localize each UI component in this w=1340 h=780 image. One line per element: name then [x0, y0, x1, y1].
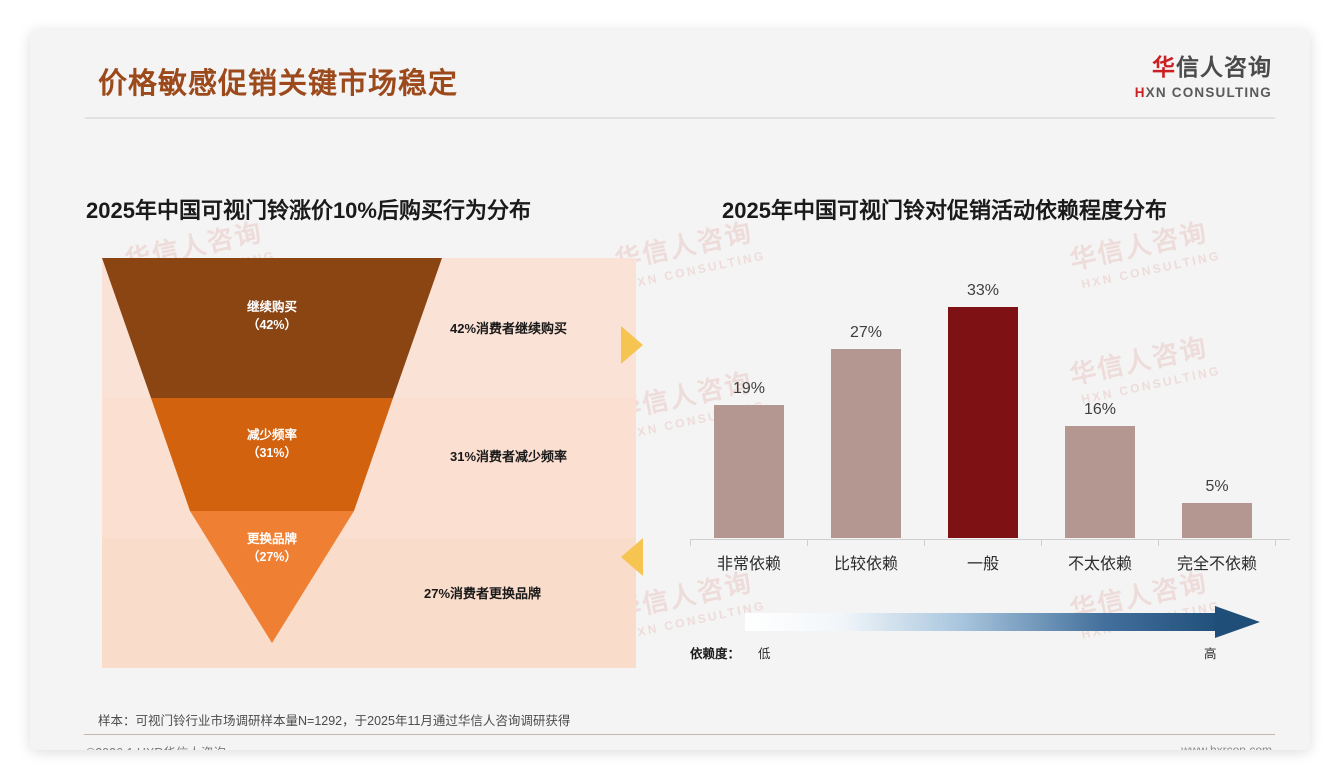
sample-footnote: 样本：可视门铃行业市场调研样本量N=1292，于2025年11月通过华信人咨询调… [98, 714, 571, 728]
bar-category-label: 非常依赖 [716, 556, 781, 573]
logo-en-rest: XN CONSULTING [1145, 85, 1272, 100]
bar-value-label: 33% [966, 282, 1000, 299]
axis-tick [1275, 539, 1276, 546]
header-divider [85, 117, 1275, 119]
bar-rect [831, 349, 901, 538]
legend-low-label: 低 [758, 647, 771, 661]
page-title: 价格敏感促销关键市场稳定 [98, 68, 459, 100]
bar-value-label: 5% [1205, 478, 1229, 495]
slide-header: 价格敏感促销关键市场稳定 华信人咨询 HXN CONSULTING [30, 30, 1310, 119]
bar-rect [1065, 426, 1135, 538]
funnel-note-1: 31%消费者减少频率 [450, 449, 568, 464]
funnel-segment-1 [151, 398, 393, 511]
funnel-note-0: 42%消费者继续购买 [450, 321, 568, 336]
bar-rect [714, 405, 784, 538]
dependency-gradient-legend: 依赖度： 低 高 [690, 605, 1290, 671]
logo-cn-accent: 华 [1152, 54, 1176, 80]
bar-value-label: 27% [849, 324, 883, 341]
x-axis-line [690, 539, 1290, 540]
bar-column: 27% [831, 324, 901, 538]
bar-rect-highlight [948, 307, 1018, 538]
axis-tick [1041, 539, 1042, 546]
arrow-left-icon [621, 538, 643, 576]
bar-column: 5% [1182, 478, 1252, 538]
bar-column: 16% [1065, 401, 1135, 538]
company-logo: 华信人咨询 HXN CONSULTING [1135, 56, 1272, 100]
bar-rect [1182, 503, 1252, 538]
bar-column: 33% [948, 282, 1018, 538]
axis-tick [690, 539, 691, 546]
bar-value-label: 16% [1083, 401, 1117, 418]
gradient-arrow-icon [745, 606, 1260, 638]
axis-tick [807, 539, 808, 546]
legend-high-label: 高 [1204, 647, 1217, 661]
bar-category-label: 一般 [966, 556, 999, 573]
copyright-text: ©2026.1 HXR华信人咨询 [86, 742, 226, 750]
footer-divider [84, 734, 1275, 735]
logo-cn-rest: 信人咨询 [1176, 54, 1272, 80]
funnel-chart: 继续购买 （42%） 减少频率 （31%） 更换品牌 （27%） 42%消费者继… [96, 258, 636, 668]
bar-value-label: 19% [732, 380, 766, 397]
legend-title: 依赖度： [690, 647, 741, 661]
dependency-bar-chart: 19% 27% 33% 16% 5% 非常依赖 比较依赖 一般 不太依赖 完全不… [690, 270, 1290, 590]
funnel-svg [96, 258, 636, 668]
funnel-note-2: 27%消费者更换品牌 [424, 586, 542, 601]
funnel-segment-2 [190, 511, 354, 643]
slide-canvas: 华信人咨询 HXN CONSULTING 华信人咨询 HXN CONSULTIN… [30, 30, 1310, 750]
bar-column: 19% [714, 380, 784, 538]
logo-english: HXN CONSULTING [1135, 86, 1272, 100]
left-chart-title: 2025年中国可视门铃涨价10%后购买行为分布 [86, 198, 531, 223]
website-url[interactable]: www.hxrcon.com [1181, 743, 1272, 750]
bar-category-label: 比较依赖 [833, 556, 898, 573]
bar-category-label: 完全不依赖 [1176, 556, 1257, 573]
bar-category-label: 不太依赖 [1067, 556, 1132, 573]
axis-tick [1158, 539, 1159, 546]
logo-en-accent: H [1134, 85, 1146, 100]
axis-tick [924, 539, 925, 546]
funnel-band-bg-2 [96, 538, 636, 668]
logo-chinese: 华信人咨询 [1135, 56, 1272, 79]
arrow-right-icon [621, 326, 643, 364]
right-chart-title: 2025年中国可视门铃对促销活动依赖程度分布 [722, 198, 1167, 223]
funnel-segment-0 [102, 258, 442, 398]
